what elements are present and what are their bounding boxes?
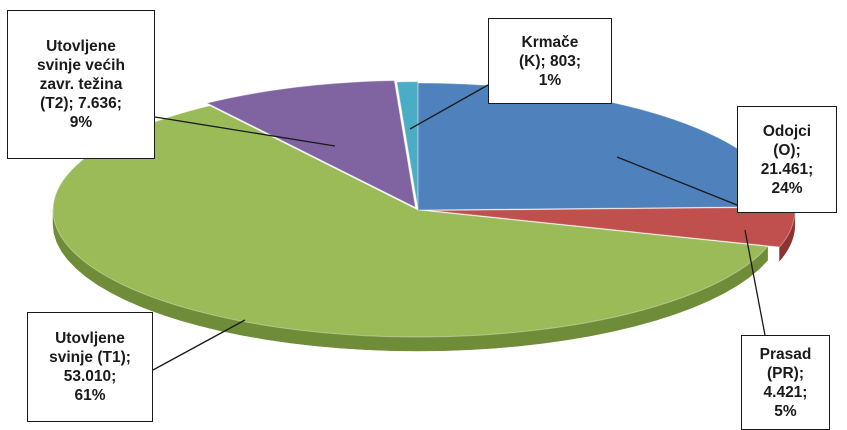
label-pr-line2: (PR); <box>760 364 812 383</box>
label-t1-line2: svinje (T1); <box>49 348 131 367</box>
label-t1-line3: 53.010; <box>49 367 131 386</box>
data-label-o: Odojci (O); 21.461; 24% <box>737 106 837 213</box>
leader-line-t1 <box>153 320 245 370</box>
label-t2-line4: (T2); 7.636; <box>37 94 125 113</box>
label-o-line4: 24% <box>761 179 814 198</box>
label-pr-line1: Prasad <box>760 345 812 364</box>
data-label-k: Krmače (K); 803; 1% <box>488 18 612 104</box>
label-pr-line3: 4.421; <box>760 383 812 402</box>
data-label-t2: Utovljene svinje većih zavr. težina (T2)… <box>7 10 155 159</box>
label-o-line2: (O); <box>761 141 814 160</box>
label-k-line2: (K); 803; <box>519 52 581 71</box>
label-k-line1: Krmače <box>519 33 581 52</box>
label-t1-line4: 61% <box>49 386 131 405</box>
label-t2-line2: svinje većih <box>37 56 125 75</box>
label-k-line3: 1% <box>519 71 581 90</box>
data-label-pr: Prasad (PR); 4.421; 5% <box>741 335 830 430</box>
label-o-line3: 21.461; <box>761 160 814 179</box>
label-o-line1: Odojci <box>761 122 814 141</box>
label-t2-line3: zavr. težina <box>37 75 125 94</box>
label-pr-line4: 5% <box>760 402 812 421</box>
label-t2-line1: Utovljene <box>37 37 125 56</box>
label-t1-line1: Utovljene <box>49 329 131 348</box>
label-t2-line5: 9% <box>37 113 125 132</box>
data-label-t1: Utovljene svinje (T1); 53.010; 61% <box>27 312 153 422</box>
